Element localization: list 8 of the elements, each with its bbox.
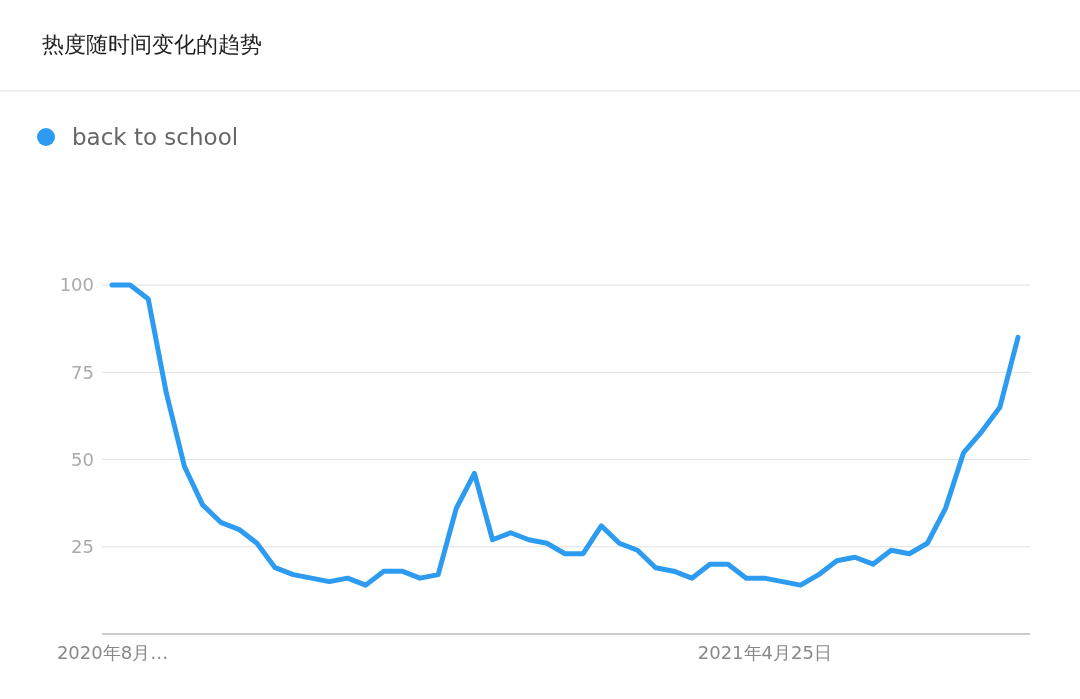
legend-label: back to school — [72, 124, 239, 150]
x-tick-label: 2020年8月… — [56, 641, 169, 663]
x-tick-label: 2021年4月25日 — [697, 641, 832, 663]
y-tick-label: 100 — [59, 274, 94, 296]
y-tick-label: 25 — [71, 536, 94, 558]
y-tick-label: 75 — [71, 361, 94, 383]
y-tick-label: 50 — [71, 448, 94, 470]
chart-title: 热度随时间变化的趋势 — [42, 32, 262, 57]
